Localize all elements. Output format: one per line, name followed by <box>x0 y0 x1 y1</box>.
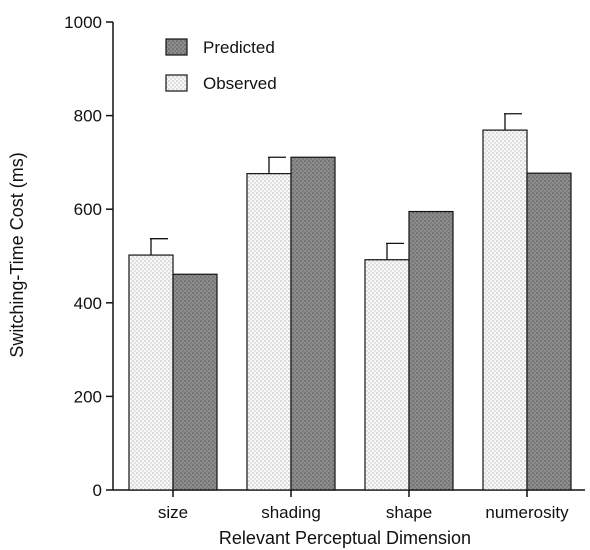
legend-label-predicted: Predicted <box>203 38 275 57</box>
x-tick-label: size <box>158 503 188 522</box>
bar-observed-size <box>128 254 174 491</box>
error-bars <box>150 113 522 260</box>
y-tick-label: 1000 <box>64 13 102 32</box>
bar-observed-shading <box>246 173 292 491</box>
bars <box>128 129 572 491</box>
y-tick-label: 0 <box>93 481 102 500</box>
legend-swatch-predicted <box>165 38 188 56</box>
bar-observed-shape <box>364 259 410 491</box>
axes: 0 200 400 600 800 1000 size shading shape numero… <box>64 13 585 522</box>
y-ticks: 0 200 400 600 800 1000 <box>64 13 113 500</box>
x-tick-label: numerosity <box>485 503 569 522</box>
legend-label-observed: Observed <box>203 74 277 93</box>
error-bar-observed-size <box>150 238 168 256</box>
x-ticks: size shading shape numerosity <box>158 490 569 522</box>
y-tick-label: 200 <box>74 387 102 406</box>
bar-predicted-size <box>172 273 218 491</box>
y-tick-label: 600 <box>74 200 102 219</box>
error-bar-observed-shape <box>386 242 404 260</box>
bar-predicted-shading <box>290 156 336 491</box>
y-tick-label: 800 <box>74 107 102 126</box>
x-tick-label: shading <box>261 503 321 522</box>
y-axis-title: Switching-Time Cost (ms) <box>7 152 27 357</box>
y-tick-label: 400 <box>74 294 102 313</box>
x-axis-title: Relevant Perceptual Dimension <box>219 528 471 548</box>
bar-predicted-numerosity <box>526 172 572 491</box>
error-bar-observed-numerosity <box>504 113 522 131</box>
bar-predicted-shape <box>408 210 454 491</box>
legend-swatch-observed <box>165 74 188 92</box>
x-tick-label: shape <box>386 503 432 522</box>
legend: Predicted Observed <box>165 38 277 93</box>
bar-observed-numerosity <box>482 129 528 491</box>
error-bar-observed-shading <box>268 156 286 174</box>
